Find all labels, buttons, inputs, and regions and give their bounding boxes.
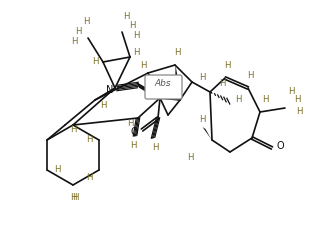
Text: H: H <box>199 115 205 124</box>
Text: H: H <box>140 61 146 70</box>
Text: H: H <box>127 120 133 128</box>
Text: H: H <box>133 32 139 40</box>
Text: O: O <box>130 127 138 137</box>
Text: H: H <box>174 49 180 58</box>
Text: H: H <box>247 72 253 81</box>
Text: H: H <box>296 108 302 117</box>
Text: H: H <box>129 22 135 30</box>
Text: H: H <box>92 58 98 66</box>
Text: H: H <box>70 194 76 203</box>
Text: H: H <box>75 27 81 37</box>
Text: H: H <box>224 61 230 71</box>
Text: Abs: Abs <box>155 79 171 88</box>
Text: H: H <box>288 86 294 96</box>
Polygon shape <box>196 140 212 156</box>
Text: H: H <box>187 154 193 162</box>
Text: H: H <box>70 124 76 134</box>
Text: H: H <box>54 166 60 174</box>
Text: N: N <box>106 85 114 95</box>
Polygon shape <box>203 127 212 140</box>
Text: H: H <box>86 135 92 145</box>
Text: H: H <box>262 96 268 105</box>
Text: H: H <box>130 142 136 150</box>
Text: H: H <box>199 73 205 82</box>
Text: H: H <box>72 193 78 201</box>
Text: H: H <box>71 37 77 47</box>
FancyBboxPatch shape <box>145 75 182 99</box>
Text: H: H <box>152 144 158 152</box>
Text: H: H <box>294 96 300 105</box>
Text: H: H <box>83 17 89 26</box>
Text: H: H <box>86 173 92 183</box>
Polygon shape <box>175 65 179 83</box>
Text: H: H <box>123 12 129 22</box>
Text: H: H <box>235 96 241 105</box>
Text: H: H <box>133 49 139 58</box>
Text: O: O <box>276 141 284 151</box>
Text: H: H <box>219 79 225 88</box>
Text: H: H <box>100 100 106 110</box>
